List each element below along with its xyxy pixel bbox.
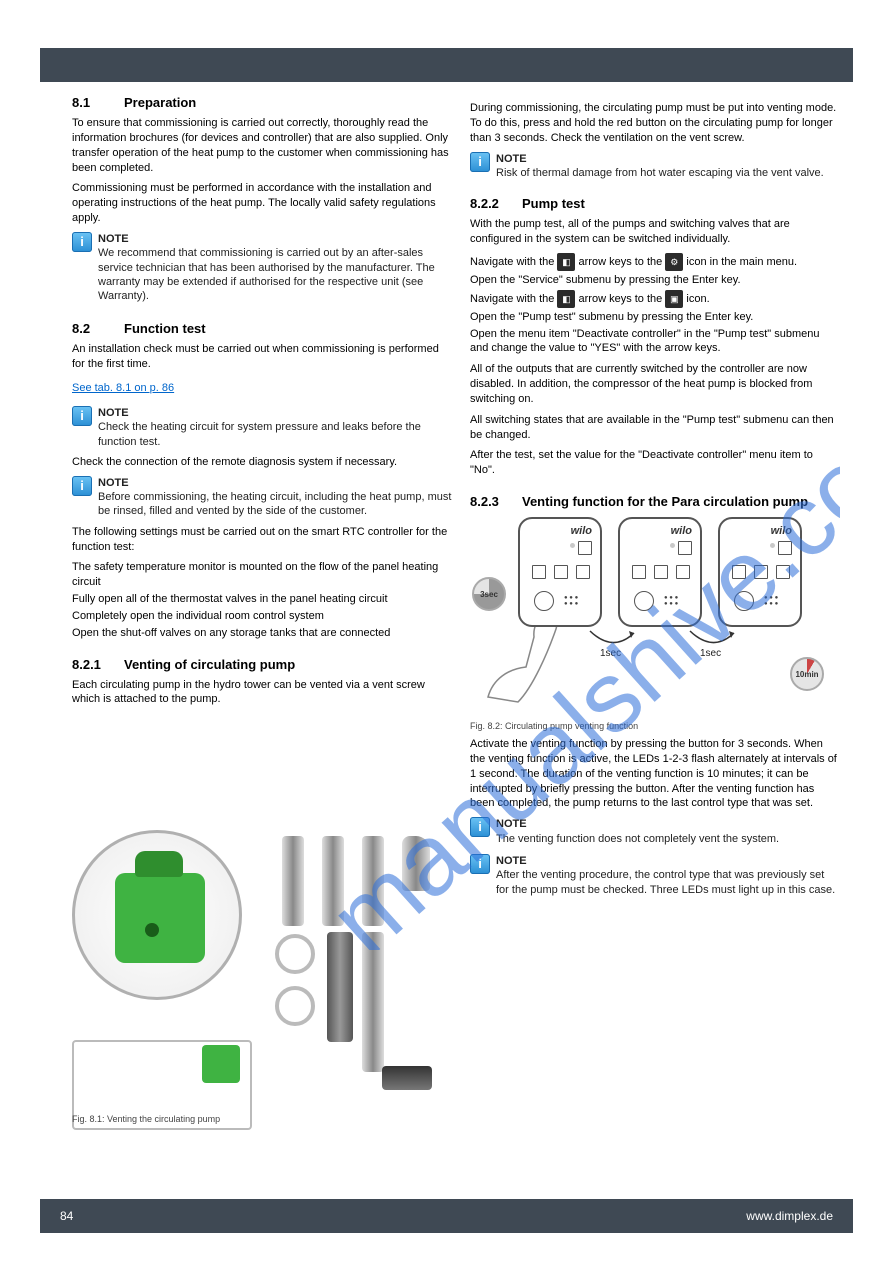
- arrow-keys-icon: ◧: [557, 253, 575, 271]
- para-preparation-1: To ensure that commissioning is carried …: [72, 116, 452, 175]
- para-commissioning-vent: During commissioning, the circulating pu…: [470, 101, 840, 146]
- section-number-8-2-1: 8.2.1: [72, 657, 112, 672]
- section-number-8-2-3: 8.2.3: [470, 494, 510, 509]
- label-1sec: 1sec: [700, 647, 721, 660]
- info-icon: i: [72, 232, 92, 252]
- service-menu-icon: ⚙: [665, 253, 683, 271]
- wilo-brand-label: wilo: [671, 525, 692, 537]
- note-label: NOTE: [496, 152, 840, 166]
- nav-step-5: Open the menu item "Deactivate controlle…: [470, 327, 840, 357]
- figure-caption-8-1: Fig. 8.1: Venting the circulating pump: [72, 1114, 220, 1124]
- bullet-3: Completely open the individual room cont…: [72, 609, 452, 624]
- section-number-8-1: 8.1: [72, 95, 112, 110]
- section-title-venting-pump: Venting of circulating pump: [124, 657, 295, 672]
- para-function-test: An installation check must be carried ou…: [72, 342, 452, 372]
- section-title-function-test: Function test: [124, 321, 206, 336]
- left-column: 8.1 Preparation To ensure that commissio…: [72, 95, 452, 713]
- section-number-8-2: 8.2: [72, 321, 112, 336]
- timer-3sec-icon: 3sec: [472, 577, 506, 611]
- timer-10min-icon: 10min: [790, 657, 824, 691]
- vent-valve-body: [115, 873, 205, 963]
- wilo-brand-label: wilo: [571, 525, 592, 537]
- footer-bar: 84 www.dimplex.de: [40, 1199, 853, 1233]
- right-column: During commissioning, the circulating pu…: [470, 95, 840, 901]
- bullet-4: Open the shut-off valves on any storage …: [72, 626, 452, 641]
- para-remote-diagnosis: Check the connection of the remote diagn…: [72, 455, 452, 470]
- para-switching-states: All switching states that are available …: [470, 413, 840, 443]
- vent-valve-port: [145, 923, 159, 937]
- para-settings-intro: The following settings must be carried o…: [72, 525, 452, 555]
- note-label: NOTE: [98, 406, 452, 420]
- note-label: NOTE: [496, 854, 840, 868]
- bullet-1: The safety temperature monitor is mounte…: [72, 560, 452, 590]
- wilo-panel-1: wilo ● ● ●● ● ●: [518, 517, 602, 627]
- vent-valve-knob: [135, 851, 183, 877]
- note-text-after-venting: After the venting procedure, the control…: [496, 868, 840, 897]
- figure-caption-8-2: Fig. 8.2: Circulating pump venting funct…: [470, 721, 840, 731]
- note-label: NOTE: [98, 232, 452, 246]
- info-icon: i: [470, 152, 490, 172]
- note-text-not-complete: The venting function does not completely…: [496, 832, 840, 846]
- para-activate-venting: Activate the venting function by pressin…: [470, 737, 840, 811]
- nav-step-3: Navigate with the ◧ arrow keys to the ▣ …: [470, 290, 840, 308]
- note-label: NOTE: [496, 817, 840, 831]
- info-icon: i: [72, 476, 92, 496]
- para-outputs-disabled: All of the outputs that are currently sw…: [470, 362, 840, 407]
- section-number-8-2-2: 8.2.2: [470, 196, 510, 211]
- note-text-3: Before commissioning, the heating circui…: [98, 490, 452, 519]
- page-number: 84: [60, 1209, 73, 1223]
- section-title-pump-test: Pump test: [522, 196, 585, 211]
- wilo-panel-3: wilo ● ● ●● ● ●: [718, 517, 802, 627]
- note-text-2: Check the heating circuit for system pre…: [98, 420, 452, 449]
- footer-url: www.dimplex.de: [746, 1209, 833, 1223]
- figure-8-1-venting-pump: Fig. 8.1: Venting the circulating pump: [72, 830, 452, 1110]
- wilo-brand-label: wilo: [771, 525, 792, 537]
- note-text-1: We recommend that commissioning is carri…: [98, 246, 452, 303]
- info-icon: i: [470, 817, 490, 837]
- para-preparation-2: Commissioning must be performed in accor…: [72, 181, 452, 226]
- link-see-table[interactable]: See tab. 8.1 on p. 86: [72, 382, 174, 394]
- vent-valve-in-situ: [202, 1045, 240, 1083]
- para-venting-pump: Each circulating pump in the hydro tower…: [72, 678, 452, 708]
- header-bar: [40, 48, 853, 82]
- wilo-panel-2: wilo ● ● ●● ● ●: [618, 517, 702, 627]
- pump-test-menu-icon: ▣: [665, 290, 683, 308]
- para-pump-test-intro: With the pump test, all of the pumps and…: [470, 217, 840, 247]
- label-1sec: 1sec: [600, 647, 621, 660]
- note-label: NOTE: [98, 476, 452, 490]
- page-container: 8.1 Preparation To ensure that commissio…: [0, 0, 893, 1263]
- para-after-test: After the test, set the value for the "D…: [470, 448, 840, 478]
- nav-step-2: Open the "Service" submenu by pressing t…: [470, 273, 840, 288]
- note-text-thermal: Risk of thermal damage from hot water es…: [496, 166, 840, 180]
- nav-step-1: Navigate with the ◧ arrow keys to the ⚙ …: [470, 253, 840, 271]
- arrow-keys-icon: ◧: [557, 290, 575, 308]
- figure-8-2-wilo-panels: 3sec wilo ● ● ●● ● ● wilo ● ● ●● ● ●: [470, 517, 830, 717]
- pipe-fittings: [272, 836, 452, 1096]
- info-icon: i: [72, 406, 92, 426]
- nav-step-4: Open the "Pump test" submenu by pressing…: [470, 310, 840, 325]
- section-title-preparation: Preparation: [124, 95, 196, 110]
- info-icon: i: [470, 854, 490, 874]
- section-title-venting-para: Venting function for the Para circulatio…: [522, 494, 808, 509]
- bullet-2: Fully open all of the thermostat valves …: [72, 592, 452, 607]
- zoom-lens: [72, 830, 242, 1000]
